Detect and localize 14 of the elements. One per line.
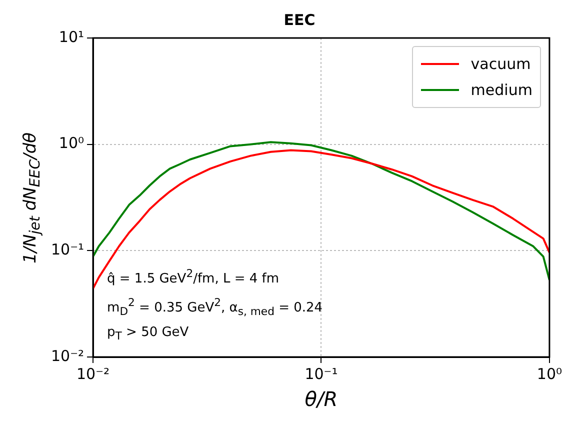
y-tick-label: 10⁻¹ [50,240,84,259]
x-tick-label: 10⁰ [536,364,562,383]
annotation: q̂ = 1.5 GeV$^{2}$/fm, L = 4 fm [107,267,280,286]
x-tick-label: 10⁻¹ [304,364,338,383]
legend-label: vacuum [470,54,531,75]
annotation: m$_{D}$$^{2}$ = 0.35 GeV$^{2}$, α$_{s, med}$ = 0.24 [107,296,323,318]
annotation: p$_{T}$ > 50 GeV [107,325,189,343]
x-tick-label: 10⁻² [76,364,110,383]
y-tick-label: 10⁻² [50,346,84,365]
legend-label: medium [470,80,532,101]
y-tick-label: 10⁰ [58,134,84,152]
x-axis-title: θ/R [304,387,338,412]
y-tick-label: 10¹ [58,28,84,46]
chart-title: EEC [284,10,316,29]
